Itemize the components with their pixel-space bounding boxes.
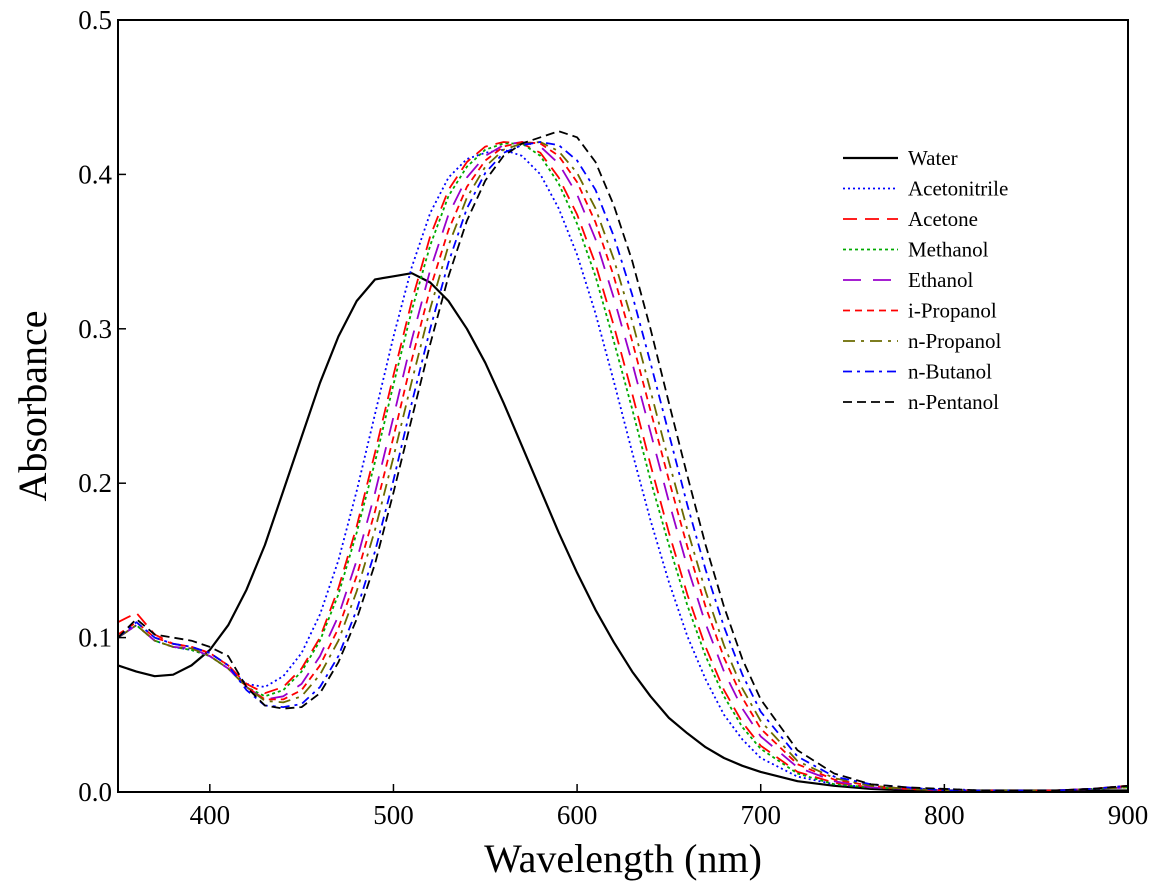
legend-label: Ethanol xyxy=(908,268,973,292)
x-axis-title: Wavelength (nm) xyxy=(484,836,762,881)
y-tick-label: 0.2 xyxy=(78,468,112,498)
series-line-water xyxy=(117,272,1128,792)
legend-label: Water xyxy=(908,146,958,170)
plot-frame xyxy=(117,19,1129,793)
legend-label: Acetonitrile xyxy=(908,177,1008,201)
legend-label: n-Propanol xyxy=(908,329,1001,353)
legend-label: i-Propanol xyxy=(908,299,997,323)
y-tick-label: 0.5 xyxy=(78,5,112,35)
x-tick-label: 900 xyxy=(1108,800,1149,830)
series-line-n-pentanol xyxy=(117,130,1129,792)
series-layer xyxy=(117,130,1129,792)
legend-label: Methanol xyxy=(908,238,989,262)
series-line-n-butanol xyxy=(117,141,1129,792)
y-tick-label: 0.1 xyxy=(78,623,112,653)
series-line-acetone xyxy=(117,141,1129,792)
y-axis-title: Absorbance xyxy=(10,310,55,501)
series-line-n-propanol xyxy=(117,141,1129,792)
y-tick-label: 0.0 xyxy=(78,777,112,807)
tick-layer: 400 500 600 700 800 900 0.0 0.1 0.2 0.3 0.4 0.5 xyxy=(78,5,1148,830)
legend-label: n-Butanol xyxy=(908,360,992,384)
x-tick-label: 700 xyxy=(740,800,781,830)
y-tick-label: 0.3 xyxy=(78,314,112,344)
x-tick-label: 600 xyxy=(557,800,598,830)
series-line-methanol xyxy=(117,142,1129,792)
x-tick-label: 500 xyxy=(373,800,414,830)
y-tick-label: 0.4 xyxy=(78,159,112,189)
legend: Water Acetonitrile Acetone Methanol Ethanol i… xyxy=(843,146,1008,414)
legend-label: Acetone xyxy=(908,207,978,231)
x-tick-label: 400 xyxy=(190,800,231,830)
x-tick-label: 800 xyxy=(924,800,965,830)
legend-label: n-Pentanol xyxy=(908,390,999,414)
